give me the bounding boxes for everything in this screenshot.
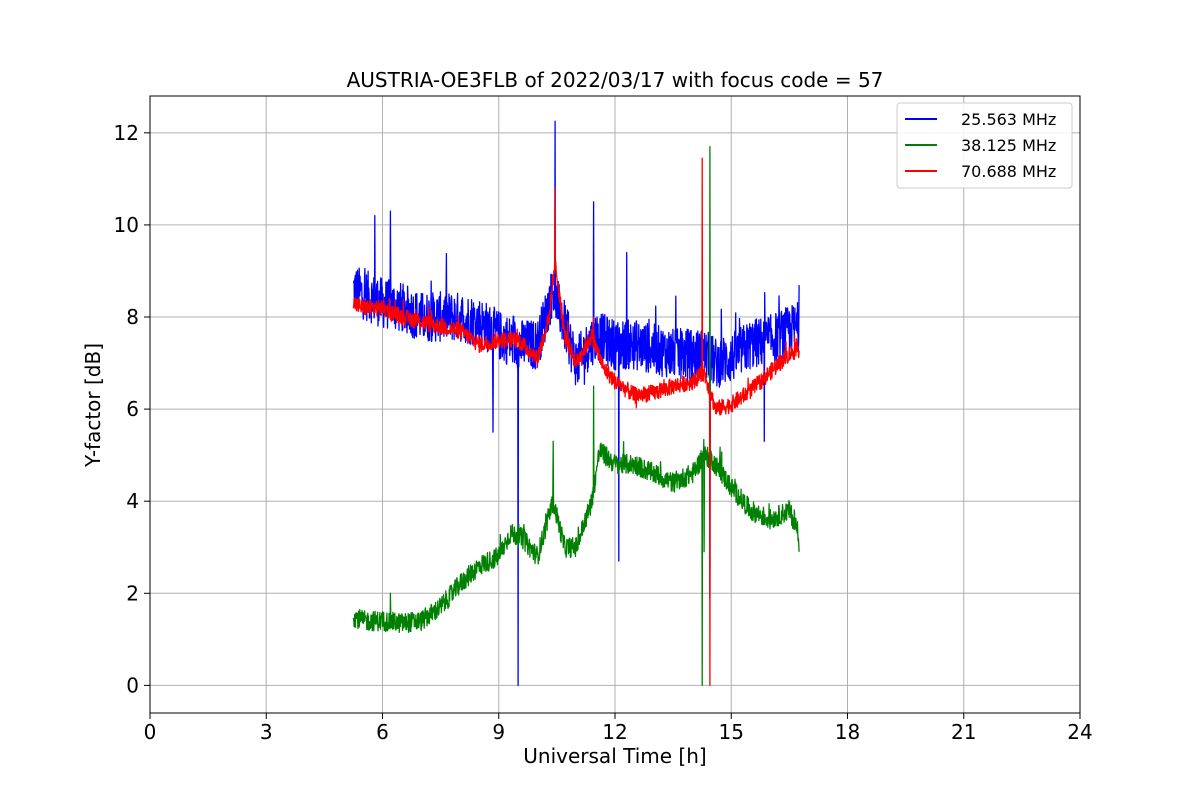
x-tick-label: 12 [602, 720, 627, 744]
y-axis-label: Y-factor [dB] [81, 343, 105, 468]
y-tick-label: 2 [126, 581, 139, 605]
legend-box [896, 102, 1073, 189]
x-tick-label: 9 [492, 720, 505, 744]
x-axis-label: Universal Time [h] [523, 744, 706, 768]
x-tick-label: 6 [376, 720, 389, 744]
x-tick-label: 24 [1067, 720, 1092, 744]
y-tick-label: 10 [114, 213, 139, 237]
legend-label-2: 70.688 MHz [961, 162, 1056, 181]
x-tick-label: 0 [144, 720, 157, 744]
series-line-2 [352, 157, 800, 687]
x-tick-label: 15 [719, 720, 744, 744]
x-tick-label: 21 [951, 720, 976, 744]
legend: 25.563 MHz 38.125 MHz 70.688 MHz [896, 102, 1073, 189]
plot-area [352, 120, 800, 687]
y-tick-label: 8 [126, 305, 139, 329]
legend-label-1: 38.125 MHz [961, 136, 1056, 155]
x-tick-label: 18 [835, 720, 860, 744]
y-tick-label: 4 [126, 489, 139, 513]
series-line-1 [352, 145, 800, 687]
y-tick-label: 12 [114, 121, 139, 145]
legend-label-0: 25.563 MHz [961, 110, 1056, 129]
y-tick-label: 6 [126, 397, 139, 421]
x-tick-label: 3 [260, 720, 273, 744]
series-layer [352, 120, 800, 687]
y-tick-label: 0 [126, 673, 139, 697]
chart-title: AUSTRIA-OE3FLB of 2022/03/17 with focus … [347, 68, 884, 92]
